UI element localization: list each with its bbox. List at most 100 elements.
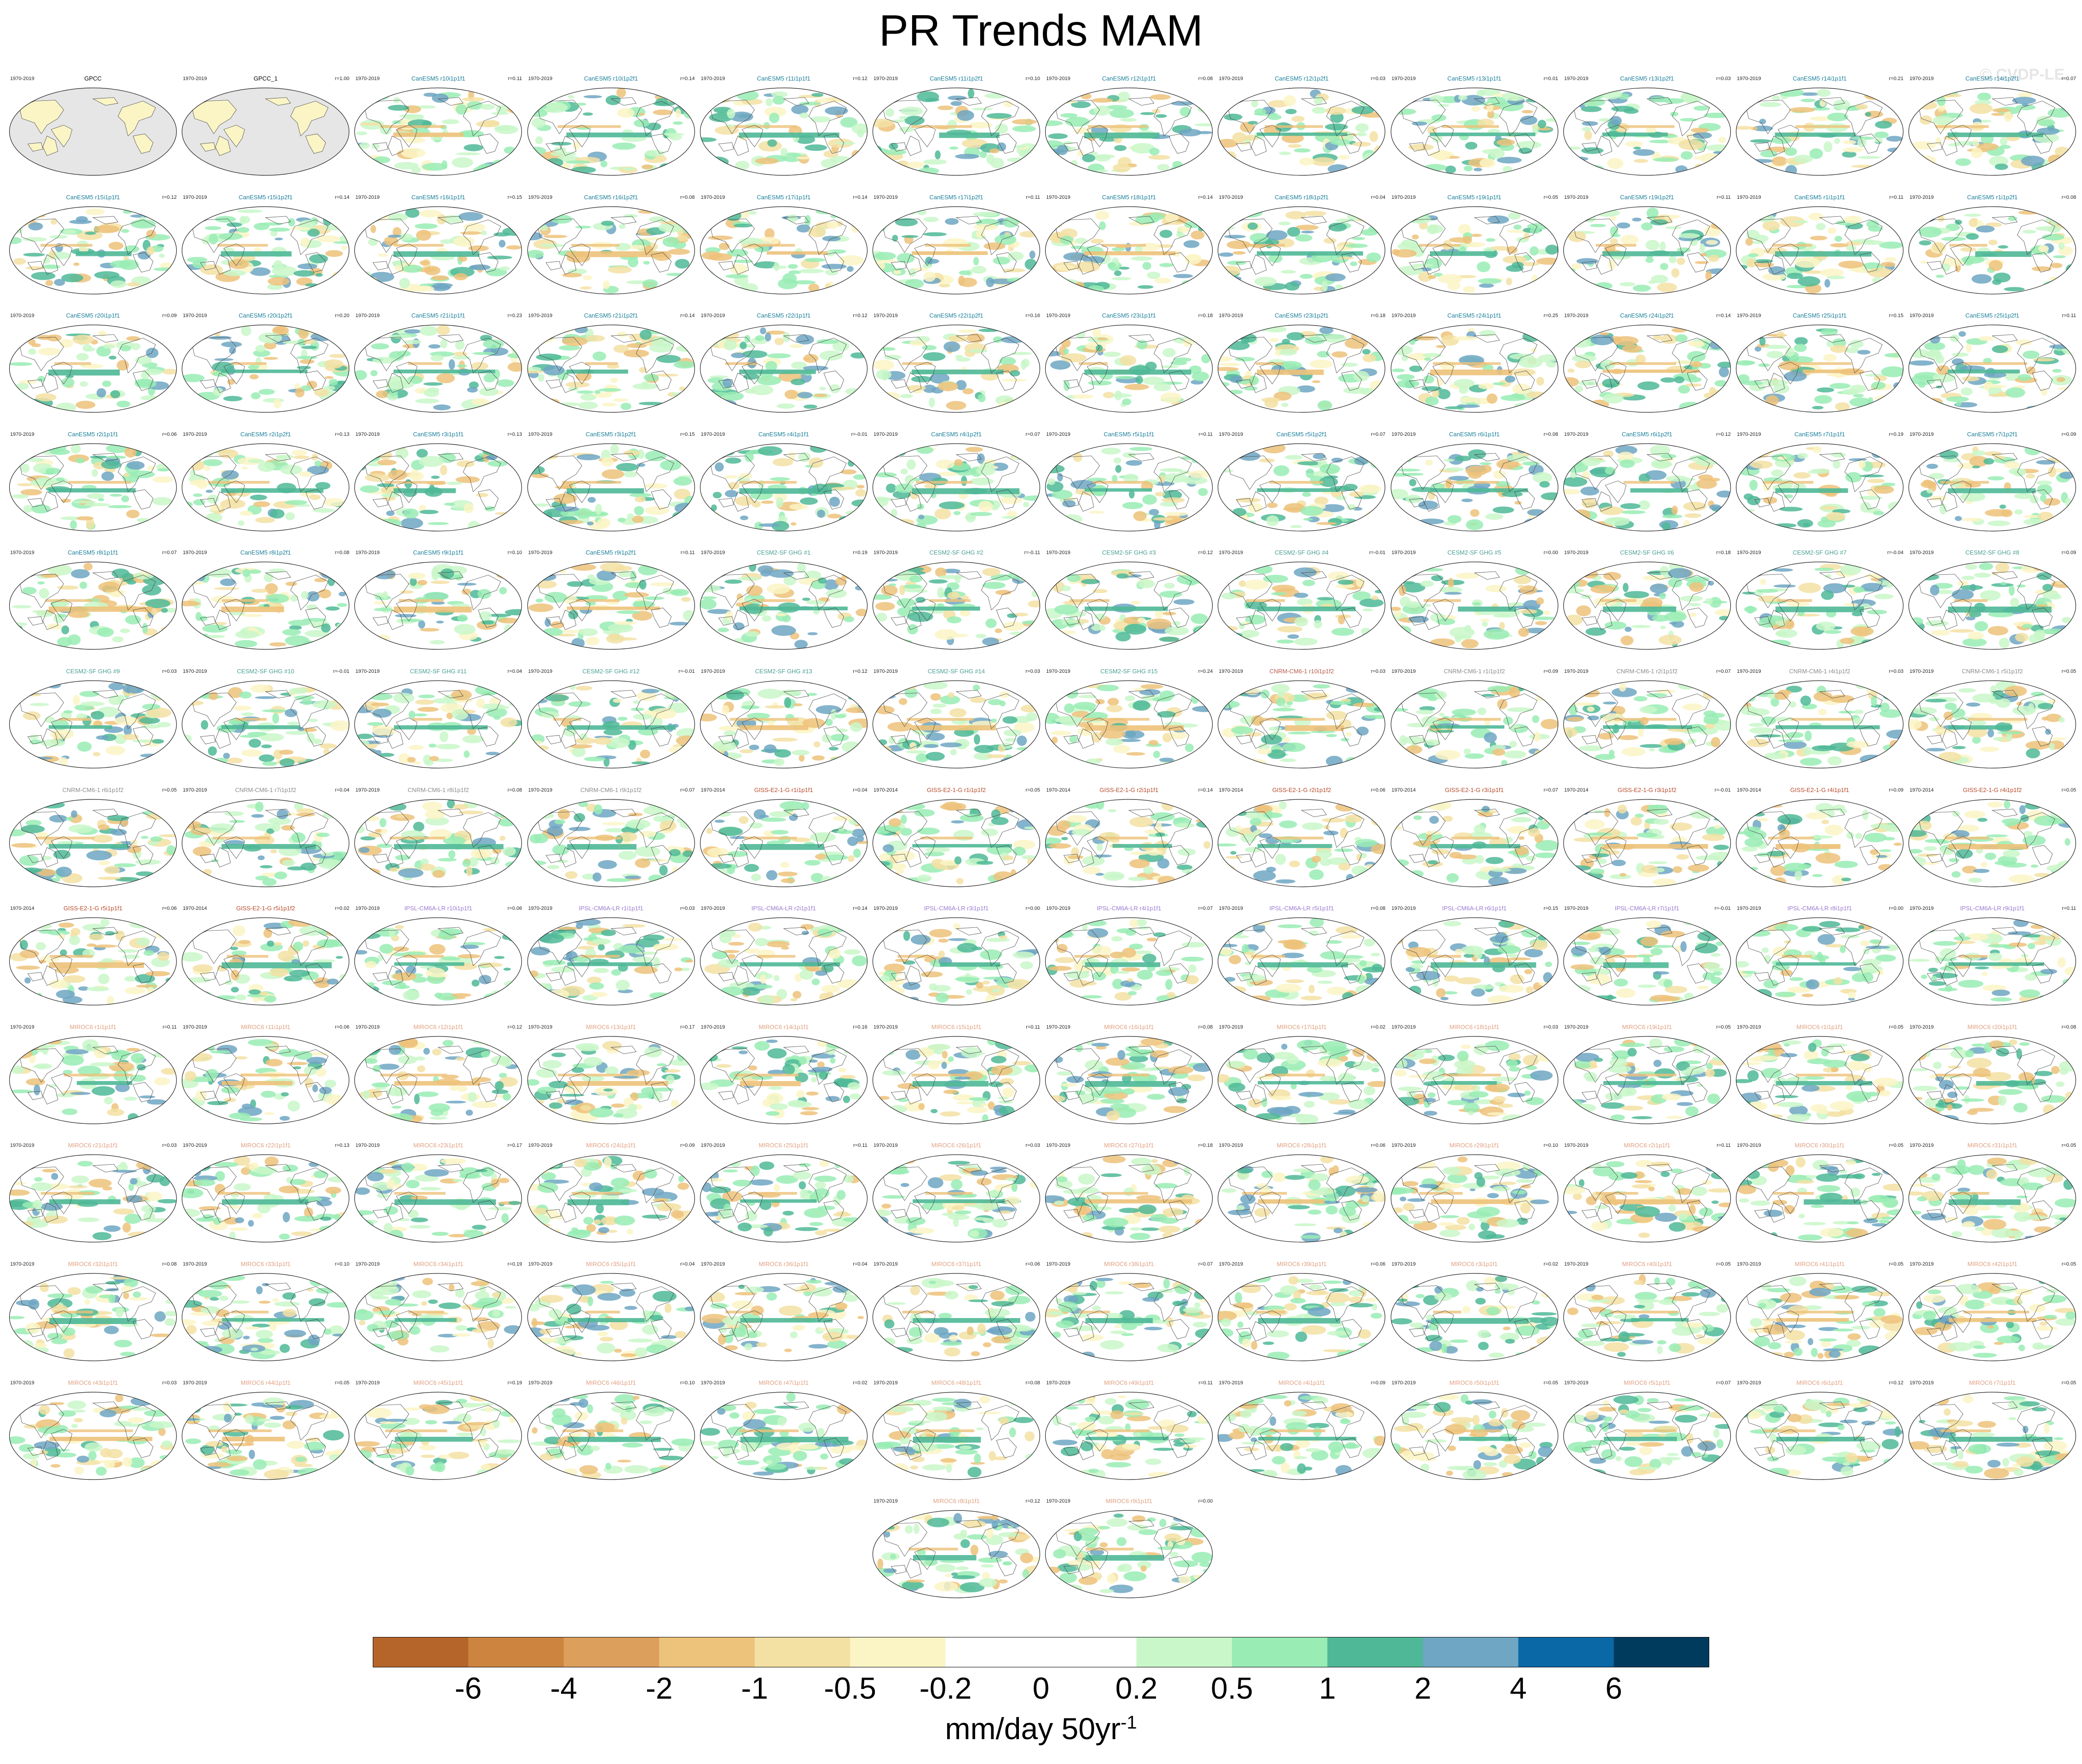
trend-patch — [876, 393, 888, 399]
panel-title: CanESM5 r1i1p2f1 — [1967, 193, 2018, 201]
map-panel: 1970-2019 GPCC_1 r=1.00 — [179, 73, 352, 188]
trend-patch — [1088, 380, 1112, 386]
trend-patch — [1218, 566, 1240, 569]
map-panel: 1970-2019 CanESM5 r23i1p2f1 r=0.18 — [1215, 310, 1388, 425]
trend-patch — [1336, 496, 1347, 500]
trend-patch — [1576, 637, 1587, 646]
trend-patch — [1180, 91, 1193, 96]
trend-patch — [1238, 622, 1245, 630]
trend-patch — [456, 104, 468, 115]
trend-patch — [711, 504, 717, 511]
trend-patch — [911, 376, 932, 382]
trend-patch — [1913, 514, 1930, 521]
trend-patch — [769, 569, 794, 578]
trend-patch — [821, 159, 838, 168]
panel-pattern-correlation: r=0.12 — [162, 194, 177, 200]
trend-patch — [1632, 217, 1642, 221]
trend-patch — [480, 230, 487, 235]
trend-patch — [792, 280, 816, 284]
trend-patch — [1023, 502, 1029, 507]
trend-patch — [1061, 279, 1079, 287]
panel-period: 1970-2019 — [183, 669, 207, 674]
trend-patch — [202, 625, 228, 633]
trend-patch — [659, 220, 684, 225]
trend-patch — [213, 388, 224, 397]
trend-patch — [1314, 496, 1329, 505]
trend-patch — [728, 481, 740, 489]
trend-patch — [1201, 626, 1209, 638]
trend-patch — [140, 753, 161, 758]
trend-patch — [208, 233, 219, 244]
trend-patch — [1171, 101, 1194, 106]
trend-patch — [1004, 101, 1013, 108]
map-border — [354, 324, 522, 413]
trend-patch — [973, 223, 998, 230]
trend-patch — [1455, 455, 1471, 461]
trend-patch — [1351, 92, 1373, 96]
panel-pattern-correlation: r=0.06 — [162, 431, 177, 437]
trend-patch — [1830, 243, 1849, 247]
trend-patch — [1581, 457, 1601, 466]
map-plot — [1390, 206, 1558, 295]
map-panel: 1970-2019 CESM2-SF GHG #12 r=-0.01 — [525, 665, 698, 781]
trend-patch — [327, 402, 349, 408]
trend-patch — [1527, 391, 1547, 399]
trend-patch — [324, 748, 330, 755]
map-panel: 1970-2019 CanESM5 r20i1p1f1 r=0.09 — [6, 310, 179, 425]
trend-patch — [399, 114, 424, 118]
map-border — [182, 324, 350, 413]
trend-patch — [1648, 280, 1656, 284]
trend-patch — [1926, 489, 1933, 493]
trend-patch — [1860, 240, 1884, 245]
trend-patch — [885, 108, 895, 117]
trend-patch — [1966, 616, 1976, 621]
trend-patch — [408, 745, 424, 750]
trend-patch — [1472, 602, 1481, 606]
panel-pattern-correlation: r=0.00 — [1544, 550, 1558, 556]
panel-pattern-correlation: r=0.15 — [507, 194, 522, 200]
panel-title: CESM2-SF GHG #4 — [1274, 549, 1329, 556]
trend-patch — [2037, 484, 2053, 495]
coastline — [882, 334, 1019, 393]
trend-patch — [1481, 621, 1488, 627]
trend-patch — [825, 269, 839, 276]
trend-patch — [1431, 114, 1446, 121]
map-panel: 1970-2019 CanESM5 r10i1p2f1 r=0.14 — [525, 73, 698, 188]
trend-patch — [946, 401, 966, 411]
trend-patch — [436, 744, 461, 750]
trend-patch — [1461, 498, 1473, 502]
panel-title: CanESM5 r2i1p1f1 — [68, 430, 118, 438]
trend-patch — [923, 352, 946, 361]
trend-patch — [374, 569, 396, 580]
trend-patch — [479, 611, 492, 621]
trend-patch — [949, 146, 959, 150]
trend-patch — [1671, 505, 1678, 515]
trend-patch — [2031, 266, 2052, 272]
trend-patch — [2023, 519, 2042, 525]
trend-patch — [1709, 99, 1718, 104]
trend-patch — [1353, 371, 1370, 382]
trend-patch — [1117, 92, 1130, 102]
trend-patch — [1784, 494, 1793, 498]
trend-patch — [451, 603, 470, 608]
trend-patch — [301, 728, 317, 732]
equatorial-trend-band — [59, 718, 91, 721]
trend-patch — [1857, 350, 1871, 355]
trend-patch — [1401, 583, 1425, 593]
trend-patch — [259, 754, 275, 762]
trend-patch — [556, 156, 580, 162]
trend-patch — [943, 341, 960, 353]
trend-patch — [2038, 245, 2049, 252]
trend-patch — [413, 285, 435, 292]
trend-patch — [947, 120, 957, 131]
trend-patch — [37, 376, 46, 382]
trend-patch — [226, 222, 243, 227]
map-border — [872, 324, 1041, 413]
trend-patch — [376, 750, 382, 755]
trend-patch — [32, 610, 48, 613]
trend-patch — [483, 339, 504, 349]
trend-patch — [120, 345, 131, 352]
trend-patch — [858, 212, 865, 221]
trend-patch — [431, 475, 440, 479]
trend-patch — [1984, 384, 2007, 388]
